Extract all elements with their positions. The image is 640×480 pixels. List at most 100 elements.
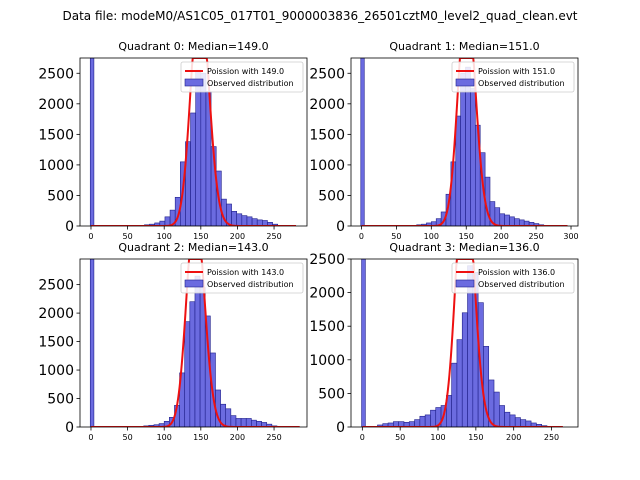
histogram-bar <box>456 339 463 427</box>
x-tick-label: 200 <box>230 433 245 442</box>
histogram-bar <box>246 216 253 226</box>
x-tick-label: 250 <box>544 433 559 442</box>
subplot-quadrant-3: 0 500 1000 1500 2000 2500 0 50 100 150 200 250 Quadr… <box>309 241 579 442</box>
histogram-bar <box>200 72 207 226</box>
histogram-bar <box>509 216 515 226</box>
x-tick-label: 200 <box>230 232 245 241</box>
histogram-bar <box>499 405 505 427</box>
legend: Poission with 149.0 Observed distribution <box>180 61 304 93</box>
plot-marks <box>361 259 563 427</box>
y-tick-label: 0 <box>336 420 345 436</box>
histogram-bar <box>245 418 252 427</box>
histogram-bar <box>520 419 527 427</box>
histogram-bar <box>499 213 505 226</box>
y-tick-label: 1000 <box>309 158 345 174</box>
x-tick-label: 150 <box>468 433 483 442</box>
histogram-bar <box>430 409 437 427</box>
x-tick-label: 150 <box>459 232 474 241</box>
y-tick-label: 1000 <box>38 363 74 379</box>
y-tick-label: 0 <box>336 219 345 235</box>
y-tick-label: 500 <box>47 188 74 204</box>
x-tick-label: 100 <box>430 433 445 442</box>
legend-box <box>451 262 575 294</box>
subplot-title: Quadrant 1: Median=151.0 <box>389 40 539 53</box>
histogram-bar <box>419 415 426 427</box>
y-tick-label: 2500 <box>38 278 74 294</box>
x-tick-label: 200 <box>506 433 521 442</box>
legend-observed-swatch <box>184 78 204 87</box>
histogram-bar <box>461 312 468 427</box>
legend-box <box>180 61 304 93</box>
histogram-bar <box>190 112 196 226</box>
y-tick-label: 2500 <box>38 66 74 82</box>
y-tick-label: 0 <box>65 219 74 235</box>
x-tick-label: 300 <box>563 232 578 241</box>
legend-poisson-label: Poission with 151.0 <box>478 67 555 76</box>
histogram-bar <box>189 301 196 427</box>
histogram-bar <box>451 362 458 427</box>
x-tick-label: 100 <box>157 232 172 241</box>
x-tick-label: 50 <box>123 433 133 442</box>
legend-observed-swatch <box>184 279 204 288</box>
histogram-bar-zero-spike <box>361 259 366 427</box>
histogram-bar <box>184 321 191 427</box>
histogram-bar-zero-spike <box>360 58 365 226</box>
subplot-title: Quadrant 0: Median=149.0 <box>118 40 268 53</box>
x-tick-label: 0 <box>359 232 364 241</box>
legend-box <box>451 61 575 93</box>
histogram-bar <box>236 213 243 226</box>
legend: Poission with 136.0 Observed distribution <box>451 262 575 294</box>
histogram-bar <box>460 72 466 226</box>
histogram-bar <box>195 69 202 226</box>
legend-observed-swatch <box>455 78 475 87</box>
plot-marks <box>360 58 568 226</box>
histogram-bar <box>509 414 516 427</box>
histogram-bar <box>514 417 521 427</box>
legend-observed-label: Observed distribution <box>478 280 565 289</box>
x-tick-label: 150 <box>193 232 208 241</box>
histogram-bar <box>231 211 238 226</box>
axes-frame <box>79 258 308 428</box>
axes-frame <box>350 258 579 428</box>
histogram-bar <box>194 275 201 427</box>
histogram-bar <box>241 215 248 226</box>
x-tick-label: 0 <box>360 433 365 442</box>
x-tick-label: 0 <box>88 433 93 442</box>
axes-frame <box>350 57 579 227</box>
subplot-quadrant-2: 0 500 1000 1500 2000 2500 0 50 100 150 200 250 Quadr… <box>38 241 308 442</box>
y-tick-label: 500 <box>318 386 345 402</box>
y-tick-label: 500 <box>318 188 345 204</box>
x-tick-label: 250 <box>266 433 281 442</box>
legend-poisson-label: Poission with 143.0 <box>207 268 284 277</box>
legend-observed-swatch <box>455 279 475 288</box>
histogram-bar <box>493 391 500 427</box>
histogram-bar-zero-spike <box>89 259 95 427</box>
legend: Poission with 151.0 Observed distribution <box>451 61 575 93</box>
x-tick-label: 150 <box>193 433 208 442</box>
histogram-bar <box>504 214 510 226</box>
subplot-title: Quadrant 3: Median=136.0 <box>389 241 539 254</box>
y-tick-label: 1500 <box>38 335 74 351</box>
x-tick-label: 0 <box>88 232 93 241</box>
histogram-bar <box>414 419 421 427</box>
legend-observed-label: Observed distribution <box>207 79 294 88</box>
axes-frame <box>79 57 308 227</box>
figure-suptitle: Data file: modeM0/AS1C05_017T01_90000038… <box>62 9 577 23</box>
subplot-title: Quadrant 2: Median=143.0 <box>118 241 268 254</box>
histogram-bar <box>514 218 520 226</box>
legend-poisson-label: Poission with 149.0 <box>207 67 284 76</box>
y-tick-label: 2500 <box>309 252 345 268</box>
histogram-bar <box>225 408 232 427</box>
y-tick-label: 1500 <box>309 319 345 335</box>
histogram-bar-zero-spike <box>89 58 95 226</box>
subplot-quadrant-1: 0 500 1000 1500 2000 2500 0 50 100 150 200 250 300 Qu… <box>309 40 578 241</box>
legend-observed-label: Observed distribution <box>207 280 294 289</box>
y-tick-label: 2000 <box>309 97 345 113</box>
histogram-bar <box>424 414 431 427</box>
y-tick-label: 1000 <box>309 353 345 369</box>
y-tick-label: 2000 <box>38 97 74 113</box>
x-tick-label: 50 <box>395 433 405 442</box>
legend-box <box>180 262 304 294</box>
